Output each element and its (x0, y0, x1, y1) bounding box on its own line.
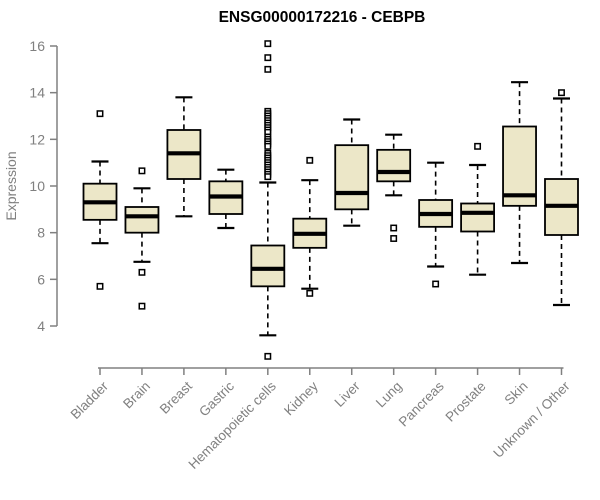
y-axis-label: Expression (3, 151, 19, 220)
outlier-point (138, 302, 146, 310)
y-tick-label: 4 (37, 318, 45, 334)
y-tick-label: 14 (29, 85, 45, 101)
iqr-box (460, 202, 495, 233)
outlier-point (96, 110, 104, 118)
y-tick-label: 8 (37, 225, 45, 241)
x-tick-label: Lung (373, 379, 405, 411)
iqr-box (376, 148, 412, 183)
y-tick-label: 10 (29, 178, 45, 194)
box-gastric (208, 168, 244, 230)
x-tick-label: Prostate (443, 379, 489, 425)
y-tick-label: 12 (29, 131, 45, 147)
outlier-point (264, 142, 272, 150)
outlier-point (306, 156, 314, 164)
box-pancreas (418, 161, 454, 288)
box-hematopoietic-cells (250, 40, 286, 360)
x-tick-label: Unknown / Other (490, 378, 573, 461)
box-liver (334, 118, 370, 227)
x-tick-label: Liver (332, 378, 364, 410)
outlier-point (558, 89, 565, 97)
iqr-box (502, 125, 537, 207)
outlier-point (264, 173, 272, 181)
box-brain (124, 167, 160, 310)
outlier-point (264, 352, 272, 360)
iqr-box (250, 244, 286, 288)
x-tick-label: Breast (157, 378, 195, 416)
x-tick-label: Kidney (281, 378, 321, 418)
box-bladder (82, 110, 118, 290)
outlier-point (264, 54, 272, 62)
iqr-box (124, 206, 160, 234)
box-breast (166, 96, 202, 218)
chart-title: ENSG00000172216 - CEBPB (219, 9, 426, 26)
outlier-point (432, 280, 440, 288)
y-tick-label: 16 (29, 38, 45, 54)
outlier-point (138, 268, 146, 276)
box-skin (502, 81, 537, 265)
outlier-point (474, 142, 482, 150)
x-tick-label: Gastric (196, 378, 237, 419)
x-tick-label: Pancreas (396, 378, 447, 429)
outlier-point (138, 167, 146, 175)
x-tick-label: Skin (501, 379, 530, 408)
box-prostate (460, 142, 495, 276)
outlier-point (390, 224, 398, 232)
box-kidney (292, 156, 328, 297)
outlier-point (264, 65, 272, 73)
outlier-point (390, 235, 398, 242)
outlier-point (96, 282, 104, 290)
boxplot-series (82, 40, 579, 360)
x-tick-label: Bladder (68, 378, 112, 422)
outlier-point (264, 40, 272, 48)
y-tick-label: 6 (37, 271, 45, 287)
outlier-point (306, 289, 314, 297)
y-axis: 4 6 8 10 12 14 16 (29, 38, 58, 334)
box-unknown-other (544, 89, 579, 307)
iqr-box (334, 144, 370, 211)
x-tick-label: Brain (120, 379, 153, 412)
box-lung (376, 133, 412, 242)
